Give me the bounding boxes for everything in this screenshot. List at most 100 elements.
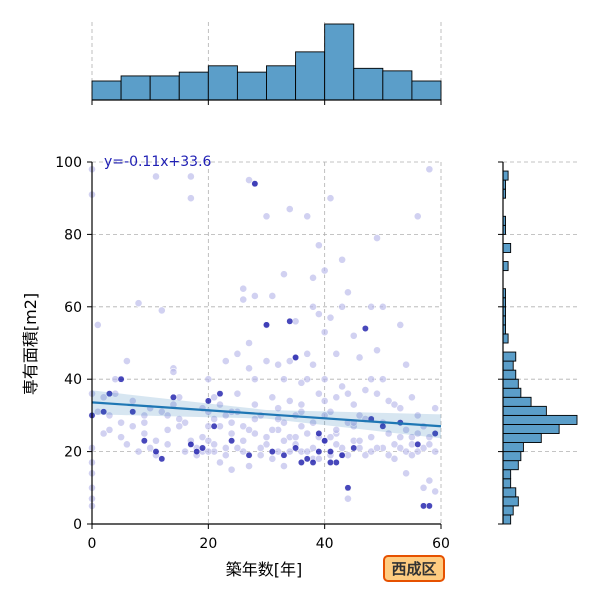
scatter-point-126 [326,407,335,416]
right-hist-bar-11 [502,414,578,425]
scatter-point-175 [425,476,434,485]
scatter-point-109 [303,375,312,384]
y-tick-label-1: 20 [64,445,82,461]
scatter-point-213 [384,429,393,438]
scatter-point-165 [402,469,410,478]
scatter-point-131 [338,255,347,264]
scatter-point-dark-1 [100,408,108,416]
x-tick-label-2: 40 [316,536,334,552]
scatter-point-217 [303,447,312,456]
scatter-point-195 [361,451,370,460]
district-badge: 西成区 [383,555,445,582]
scatter-point-24 [134,299,143,308]
scatter-point-64 [227,465,236,474]
scatter-point-dark-29 [338,451,346,459]
right-hist-bar-7 [502,451,522,462]
scatter-point-33 [157,306,166,315]
scatter-point-173 [425,165,434,174]
scatter-point-161 [396,404,405,413]
scatter-point-125 [326,313,335,322]
y-tick-label-2: 40 [64,372,82,388]
x-tick-label-3: 60 [432,536,450,552]
right-hist-bar-17 [502,360,514,371]
scatter-point-142 [355,353,364,362]
top-hist-bar-0 [91,80,122,101]
right-hist-bar-30 [502,242,512,253]
scatter-point-54 [204,436,213,445]
scatter-point-dark-42 [327,459,334,466]
scatter-point-228 [250,400,259,409]
top-hist-bar-5 [236,71,267,101]
scatter-point-183 [280,436,288,445]
right-hist-bar-20 [502,333,509,344]
scatter-point-dark-43 [286,317,294,325]
right-hist-bar-12 [502,405,547,416]
x-axis-label: 築年数[年] [226,560,303,579]
scatter-point-88 [268,454,277,463]
scatter-point-188 [221,451,230,460]
scatter-point-208 [204,447,213,456]
scatter-point-181 [309,444,317,452]
scatter-point-197 [390,454,399,463]
scatter-point-75 [245,462,253,470]
scatter-point-210 [338,444,347,452]
right-hist-bar-15 [502,378,519,389]
scatter-point-94 [280,418,288,427]
scatter-point-154 [378,375,387,384]
right-hist-bar-10 [502,424,560,434]
right-hist-bar-18 [502,351,517,362]
scatter-point-dark-28 [332,459,340,466]
scatter-point-dark-22 [292,444,300,452]
scatter-point-118 [314,389,323,398]
scatter-point-124 [326,194,335,203]
right-hist-bar-8 [502,442,524,453]
scatter-point-dark-39 [431,430,439,437]
scatter-point-193 [163,411,172,420]
scatter-point-114 [309,418,317,427]
regression-line [91,401,442,428]
scatter-point-69 [239,295,248,304]
scatter-point-212 [367,447,376,456]
scatter-point-164 [402,425,410,434]
scatter-point-67 [233,349,242,358]
scatter-point-157 [384,451,393,460]
right-hist-bar-3 [502,487,517,498]
scatter-point-dark-21 [292,354,300,361]
scatter-point-185 [256,444,265,452]
scatter-point-98 [285,397,294,405]
scatter-point-65 [233,389,242,398]
scatter-point-11 [99,393,108,402]
scatter-point-224 [408,451,416,460]
scatter-point-89 [274,360,283,369]
scatter-point-182 [291,433,300,442]
scatter-point-128 [332,349,341,358]
scatter-point-200 [297,422,306,431]
scatter-point-180 [332,425,341,434]
scatter-point-214 [402,447,410,456]
right-hist-bar-6 [502,460,519,471]
scatter-point-225 [320,397,329,405]
scatter-point-dark-7 [158,455,166,463]
scatter-point-178 [431,447,440,456]
scatter-point-156 [384,397,393,405]
scatter-point-147 [367,302,376,311]
scatter-point-108 [303,349,312,358]
scatter-point-189 [210,440,219,449]
scatter-point-dark-13 [210,422,218,430]
scatter-point-122 [320,375,329,384]
right-hist-bar-5 [502,469,512,480]
scatter-point-148 [367,375,376,384]
top-hist-bar-2 [149,75,180,101]
right-hist-bar-1 [502,505,514,516]
scatter-point-60 [221,357,230,365]
scatter-point-dark-4 [129,408,137,416]
scatter-point-30 [152,436,160,445]
scatter-point-203 [262,433,271,442]
scatter-point-dark-9 [187,440,195,448]
scatter-point-166 [408,393,416,402]
scatter-point-205 [239,436,248,445]
scatter-point-116 [314,241,323,250]
right-hist-bar-2 [502,496,519,507]
scatter-point-63 [227,418,236,427]
scatter-point-192 [175,422,184,431]
